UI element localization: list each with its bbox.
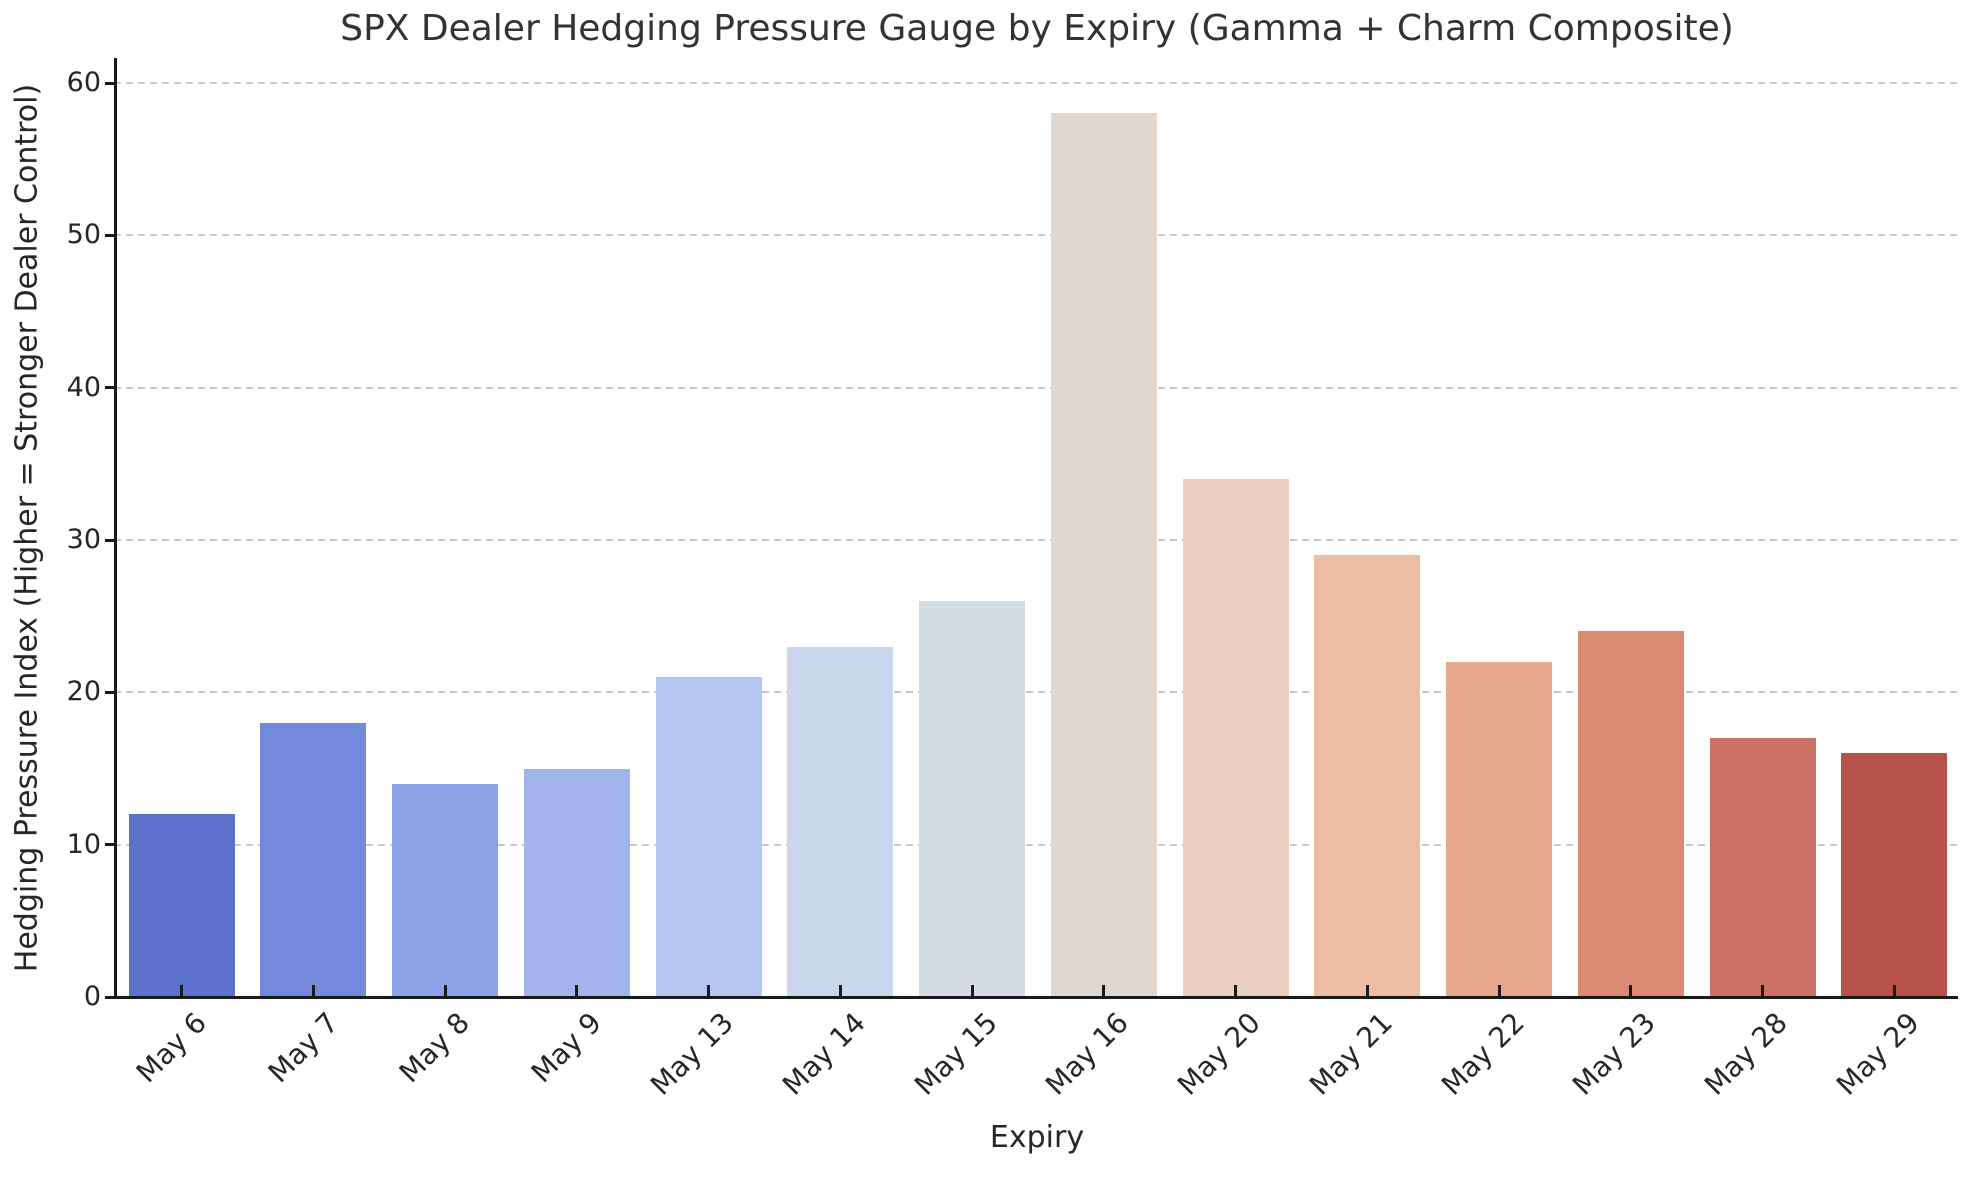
x-tick-mark (1892, 985, 1896, 996)
bar-may-16 (1050, 113, 1157, 997)
gridline-50 (114, 234, 1958, 237)
x-tick-label: May 22 (1434, 1006, 1531, 1102)
y-tick-mark (105, 538, 114, 542)
bar-may-13 (655, 677, 762, 997)
x-tick-label: May 23 (1566, 1006, 1663, 1102)
x-tick-label: May 14 (775, 1006, 872, 1102)
x-tick-mark (443, 985, 447, 996)
x-tick-mark (838, 985, 842, 996)
x-tick-label: May 8 (393, 1006, 477, 1090)
bar-may-29 (1841, 753, 1948, 997)
x-tick-label: May 21 (1302, 1006, 1399, 1102)
x-tick-mark (180, 985, 183, 996)
x-tick-label: May 9 (524, 1006, 609, 1090)
x-tick-mark (1365, 985, 1369, 996)
x-tick-label: May 13 (644, 1006, 740, 1102)
bar-may-15 (919, 600, 1025, 997)
bar-may-21 (1314, 555, 1421, 997)
bar-may-23 (1577, 631, 1684, 997)
gridline-20 (114, 691, 1958, 694)
y-tick-mark (105, 386, 114, 390)
gridline-40 (114, 386, 1958, 389)
y-tick-mark (105, 233, 114, 237)
y-tick-label: 20 (66, 676, 101, 708)
gridline-10 (114, 843, 1958, 846)
x-tick-label: May 29 (1829, 1006, 1926, 1102)
y-tick-mark (105, 690, 114, 694)
x-tick-mark (1761, 985, 1764, 996)
bar-may-7 (260, 722, 367, 997)
x-tick-label: May 28 (1698, 1006, 1794, 1102)
x-tick-mark (575, 985, 579, 996)
x-tick-label: May 6 (129, 1006, 213, 1090)
x-tick-mark (970, 985, 974, 996)
x-tick-label: May 7 (261, 1006, 345, 1090)
x-tick-mark (1102, 985, 1106, 996)
y-tick-mark (105, 995, 114, 999)
y-tick-label: 60 (66, 67, 101, 99)
x-tick-mark (1234, 985, 1237, 996)
y-tick-mark (105, 81, 114, 85)
bar-may-9 (523, 768, 630, 997)
x-tick-label: May 20 (1171, 1006, 1267, 1102)
bar-may-14 (787, 646, 894, 997)
x-tick-mark (1497, 985, 1501, 996)
bar-may-28 (1709, 738, 1816, 997)
bar-may-6 (128, 814, 235, 997)
x-tick-label: May 15 (907, 1006, 1004, 1102)
bar-may-20 (1182, 479, 1289, 997)
y-tick-label: 10 (66, 828, 101, 860)
chart-title: SPX Dealer Hedging Pressure Gauge by Exp… (340, 8, 1734, 49)
x-tick-mark (1629, 985, 1633, 996)
x-tick-mark (707, 985, 710, 996)
gridline-30 (114, 539, 1958, 541)
x-tick-label: May 16 (1039, 1006, 1136, 1102)
x-tick-mark (311, 985, 315, 996)
y-tick-label: 50 (66, 219, 101, 251)
y-tick-label: 40 (66, 371, 101, 403)
x-axis-spine (114, 996, 1958, 999)
y-axis-spine (114, 58, 117, 999)
y-tick-label: 0 (83, 981, 101, 1012)
y-tick-label: 30 (66, 524, 101, 555)
x-axis-label: Expiry (989, 1120, 1085, 1155)
y-tick-mark (105, 843, 114, 847)
bar-may-8 (392, 783, 498, 997)
bar-may-22 (1446, 661, 1552, 997)
gridline-60 (114, 82, 1958, 85)
